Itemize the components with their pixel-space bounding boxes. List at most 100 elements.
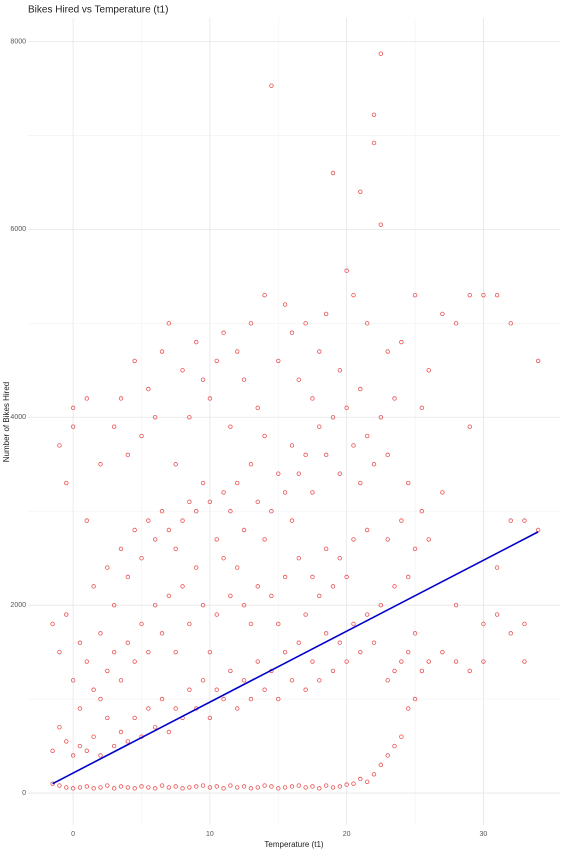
point bbox=[378, 51, 384, 56]
point bbox=[426, 368, 431, 373]
point bbox=[180, 584, 185, 589]
point bbox=[159, 631, 165, 636]
point bbox=[323, 631, 329, 636]
point bbox=[159, 783, 165, 788]
point bbox=[194, 339, 199, 345]
point bbox=[241, 678, 247, 683]
point bbox=[194, 784, 199, 789]
chart-title: Bikes Hired vs Temperature (t1) bbox=[28, 5, 168, 16]
point bbox=[364, 779, 370, 784]
point bbox=[405, 574, 411, 580]
point bbox=[323, 783, 329, 788]
point bbox=[453, 321, 459, 326]
point bbox=[385, 452, 390, 458]
point bbox=[453, 659, 459, 664]
point bbox=[57, 725, 62, 730]
point bbox=[282, 785, 288, 790]
point bbox=[371, 772, 377, 777]
point bbox=[508, 518, 513, 523]
point bbox=[207, 499, 213, 505]
point bbox=[440, 490, 445, 495]
point bbox=[91, 734, 96, 739]
point bbox=[317, 593, 322, 598]
point bbox=[64, 612, 69, 617]
point bbox=[221, 490, 226, 495]
point bbox=[358, 776, 363, 782]
point bbox=[70, 678, 76, 683]
point bbox=[200, 602, 206, 608]
point bbox=[111, 602, 117, 608]
point bbox=[235, 349, 240, 354]
point bbox=[70, 405, 76, 411]
point bbox=[262, 783, 267, 788]
y-tick-label: 4000 bbox=[10, 414, 26, 421]
point bbox=[378, 762, 384, 768]
point bbox=[194, 565, 199, 570]
point bbox=[152, 786, 158, 791]
point bbox=[269, 593, 274, 598]
point bbox=[371, 140, 377, 146]
point bbox=[152, 725, 158, 730]
point bbox=[317, 349, 322, 354]
point bbox=[364, 612, 370, 617]
point bbox=[207, 649, 213, 655]
point bbox=[262, 433, 267, 439]
point bbox=[399, 659, 404, 664]
point bbox=[166, 321, 172, 326]
x-tick-label: 20 bbox=[343, 831, 351, 838]
point bbox=[84, 748, 90, 753]
point bbox=[139, 621, 144, 627]
point bbox=[351, 537, 356, 542]
point bbox=[392, 396, 397, 401]
point bbox=[50, 748, 55, 753]
point bbox=[221, 696, 226, 702]
point bbox=[173, 546, 178, 551]
point bbox=[200, 783, 206, 788]
point bbox=[70, 424, 76, 429]
point bbox=[70, 753, 76, 758]
point bbox=[118, 784, 124, 789]
point bbox=[378, 415, 384, 420]
point bbox=[296, 377, 301, 382]
point bbox=[412, 696, 418, 702]
point bbox=[173, 649, 178, 655]
point bbox=[152, 602, 158, 608]
point bbox=[303, 612, 308, 617]
point bbox=[241, 602, 247, 608]
point bbox=[139, 555, 144, 561]
point bbox=[187, 621, 192, 627]
point bbox=[282, 574, 288, 580]
point bbox=[105, 783, 110, 788]
y-tick-label: 6000 bbox=[10, 226, 26, 233]
point bbox=[419, 509, 425, 514]
point bbox=[221, 330, 226, 335]
point bbox=[180, 786, 185, 791]
y-tick-label: 8000 bbox=[10, 38, 26, 45]
point bbox=[412, 546, 418, 551]
point bbox=[385, 753, 390, 758]
point bbox=[412, 292, 418, 298]
point bbox=[200, 678, 206, 683]
point bbox=[392, 584, 397, 589]
point bbox=[337, 640, 343, 645]
point bbox=[467, 668, 472, 674]
point bbox=[214, 537, 219, 542]
point bbox=[77, 785, 83, 790]
point bbox=[214, 612, 219, 617]
point bbox=[337, 368, 343, 373]
point bbox=[289, 784, 295, 789]
point bbox=[344, 405, 349, 411]
point bbox=[317, 786, 322, 791]
point bbox=[317, 424, 322, 429]
point bbox=[255, 499, 260, 505]
point bbox=[358, 386, 363, 392]
point bbox=[200, 377, 206, 382]
point bbox=[241, 377, 247, 382]
point bbox=[269, 83, 274, 88]
point bbox=[399, 339, 404, 345]
point bbox=[152, 415, 158, 420]
point bbox=[207, 785, 213, 790]
y-tick-label: 2000 bbox=[10, 602, 26, 609]
x-axis-label: Temperature (t1) bbox=[264, 840, 323, 849]
point bbox=[255, 785, 260, 790]
